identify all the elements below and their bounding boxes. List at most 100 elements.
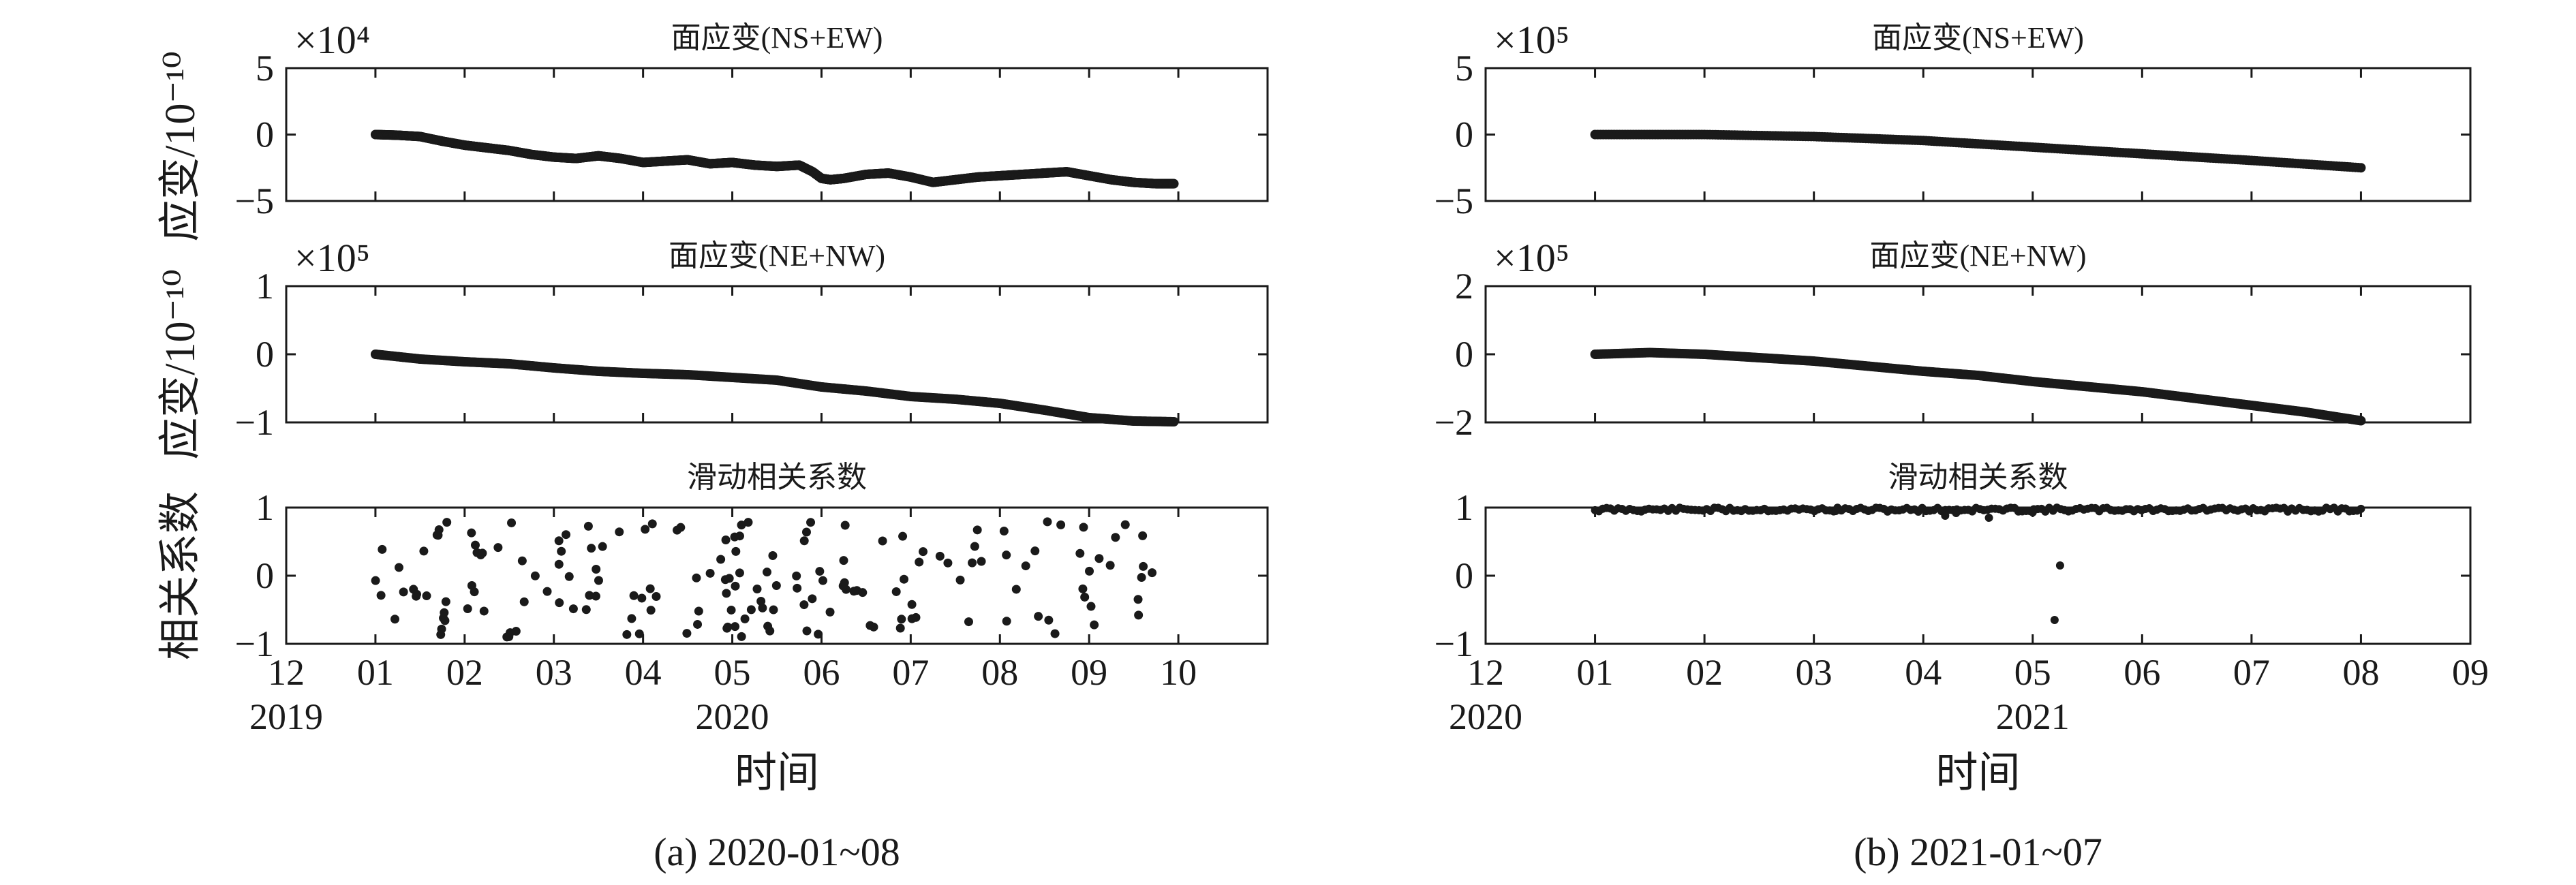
data-point-a3-85 xyxy=(1078,584,1088,593)
data-point-a3-1 xyxy=(463,604,472,614)
data-point-a3-146 xyxy=(673,525,682,535)
data-point-a3-77 xyxy=(394,563,403,572)
data-point-a3-123 xyxy=(646,606,656,615)
data-point-a3-71 xyxy=(641,525,650,534)
data-point-a3-169 xyxy=(1043,517,1052,527)
data-point-a3-5 xyxy=(598,542,607,551)
data-point-a3-119 xyxy=(682,629,692,638)
data-point-a3-34 xyxy=(581,605,591,615)
ytick-label-b3-0: 0 xyxy=(1455,555,1473,596)
data-point-a3-136 xyxy=(592,564,601,574)
data-point-a3-41 xyxy=(629,591,639,600)
ytick-label-a3-0: 0 xyxy=(256,555,274,596)
data-point-a3-108 xyxy=(1034,612,1043,621)
data-point-a3-45 xyxy=(376,591,386,600)
data-point-a3-86 xyxy=(768,551,778,561)
data-point-a3-168 xyxy=(504,632,514,641)
data-point-a3-27 xyxy=(731,622,740,632)
data-point-a3-163 xyxy=(737,632,746,641)
data-point-a3-114 xyxy=(634,629,644,638)
data-point-a3-13 xyxy=(1134,610,1144,620)
data-point-a3-109 xyxy=(645,584,655,593)
data-point-a3-50 xyxy=(470,540,480,550)
xtick-label-a3-9: 09 xyxy=(1071,652,1107,693)
panel-title-b1: 面应变(NS+EW) xyxy=(1872,21,2084,55)
data-point-a3-148 xyxy=(730,532,739,542)
multiplier-a1: ×10⁴ xyxy=(294,18,370,62)
data-point-a3-52 xyxy=(390,615,399,624)
data-point-a3-110 xyxy=(1085,566,1094,576)
xtick-label-a3-1: 01 xyxy=(357,652,394,693)
xtick-label-b3-8: 08 xyxy=(2342,652,2379,693)
data-point-a3-67 xyxy=(693,619,703,629)
panel-frame-a3 xyxy=(285,506,1269,645)
data-point-a3-102 xyxy=(1137,573,1146,583)
data-point-a3-22 xyxy=(562,530,571,540)
data-point-a3-83 xyxy=(1094,554,1104,563)
data-point-a3-145 xyxy=(440,616,450,625)
data-point-a3-113 xyxy=(692,573,701,583)
data-point-a3-69 xyxy=(378,544,387,554)
data-point-a3-137 xyxy=(476,550,485,559)
xtick-label-b3-4: 04 xyxy=(1905,652,1942,693)
data-point-a3-70 xyxy=(731,546,741,556)
data-point-a3-75 xyxy=(437,624,446,634)
data-point-a3-18 xyxy=(808,594,817,604)
data-point-a3-9 xyxy=(818,576,827,585)
outlier-point-b3-0 xyxy=(2055,561,2064,570)
data-point-a2-720 xyxy=(1169,417,1179,426)
data-point-a3-115 xyxy=(419,546,429,556)
data-point-a3-29 xyxy=(915,557,924,567)
ytick-label-b2-0: 0 xyxy=(1455,334,1473,375)
data-point-a3-84 xyxy=(737,521,746,530)
data-point-a3-142 xyxy=(1030,546,1040,556)
data-point-a3-7 xyxy=(769,605,778,615)
data-point-a3-107 xyxy=(849,587,859,596)
ytick-label-a3-1: 1 xyxy=(256,487,274,528)
caption-a: (a) 2020-01~08 xyxy=(654,830,900,874)
data-point-a3-147 xyxy=(972,525,982,535)
data-point-a3-79 xyxy=(801,527,811,537)
data-point-a3-151 xyxy=(568,604,578,614)
panel-frame-a2 xyxy=(285,285,1269,424)
xtick-label-a3-3: 03 xyxy=(536,652,572,693)
data-point-a3-20 xyxy=(651,591,661,601)
data-point-a3-23 xyxy=(746,605,756,615)
data-point-a3-158 xyxy=(564,572,574,581)
data-point-a3-95 xyxy=(1075,548,1085,558)
data-point-a3-87 xyxy=(999,526,1009,535)
data-point-a3-40 xyxy=(814,630,823,639)
xlabel-time-b: 时间 xyxy=(1935,750,2020,796)
data-point-a3-14 xyxy=(705,568,715,578)
year-label-b3-1: 2021 xyxy=(1996,696,2070,737)
data-point-a3-15 xyxy=(907,600,917,609)
data-point-a3-0 xyxy=(762,568,771,577)
data-point-a3-88 xyxy=(806,518,816,527)
data-point-a3-99 xyxy=(911,612,921,622)
data-point-a3-135 xyxy=(1002,550,1011,560)
data-point-a3-106 xyxy=(615,527,624,537)
data-point-a3-25 xyxy=(977,557,986,566)
data-point-a3-138 xyxy=(1139,561,1148,571)
data-point-a3-125 xyxy=(554,559,564,569)
data-point-a3-157 xyxy=(756,596,766,606)
ylabel-strain-a2: 应变/10⁻¹⁰ xyxy=(157,269,204,459)
year-label-a3-1: 2020 xyxy=(696,696,769,737)
ytick-label-b3--1: −1 xyxy=(1435,623,1473,664)
data-point-a3-61 xyxy=(594,576,603,585)
data-point-a3-73 xyxy=(585,591,594,600)
data-point-a3-78 xyxy=(722,589,731,598)
ytick-label-b1-5: 5 xyxy=(1455,48,1473,89)
panel-frame-b3 xyxy=(1484,506,2472,645)
xtick-label-a3-6: 06 xyxy=(803,652,840,693)
data-point-a3-144 xyxy=(858,588,868,597)
data-point-a3-101 xyxy=(622,630,632,639)
data-point-a3-159 xyxy=(825,607,835,617)
xtick-label-b3-2: 02 xyxy=(1686,652,1723,693)
outlier-point-b3-3 xyxy=(1941,512,1950,520)
data-point-a3-124 xyxy=(955,575,965,585)
xtick-label-b3-5: 05 xyxy=(2014,652,2051,693)
ytick-label-b1--5: −5 xyxy=(1435,181,1473,221)
data-point-a3-160 xyxy=(839,556,848,565)
